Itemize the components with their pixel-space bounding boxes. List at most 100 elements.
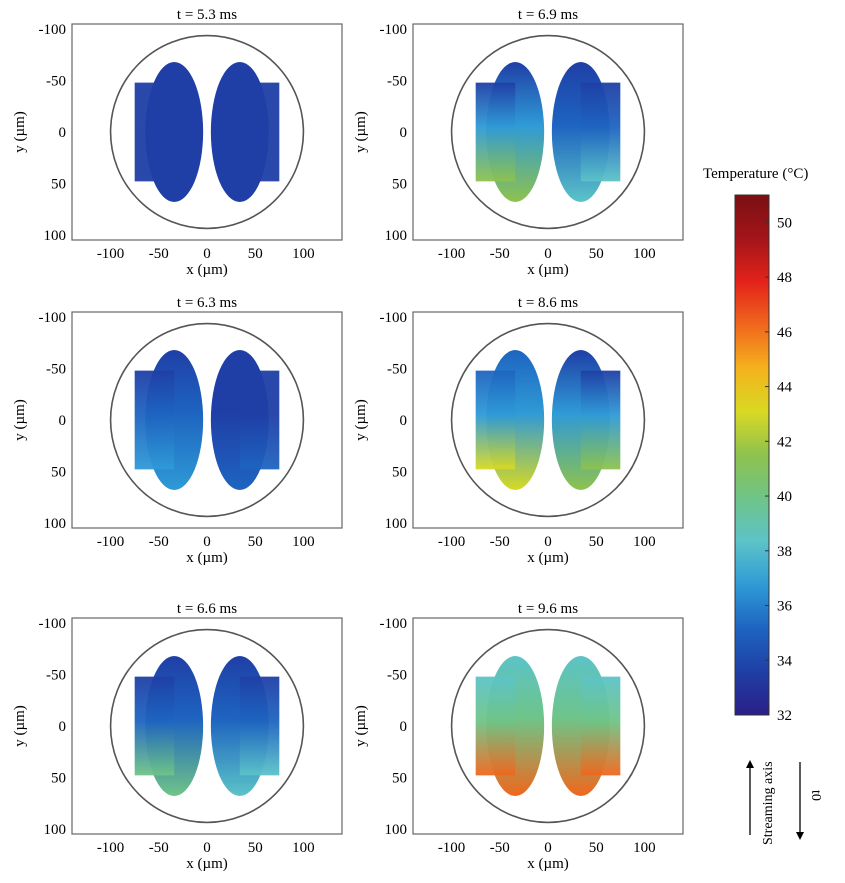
y-tick-label: 0 xyxy=(400,125,408,141)
x-tick-label: 100 xyxy=(292,534,315,550)
x-tick-label: -50 xyxy=(149,534,169,550)
panel-3: t = 6.6 ms -100 -50 0 50 100 -100 -50 0 50 100 x (µ… xyxy=(12,601,343,872)
panel-title: t = 9.6 ms xyxy=(518,601,578,617)
x-tick-label: -50 xyxy=(490,246,510,262)
streaming-axis-label: Streaming axis xyxy=(761,761,776,845)
panel-6: t = 9.6 ms -100 -50 0 50 100 -100 -50 0 50 100 x (µ… xyxy=(353,601,684,872)
x-tick-label: -100 xyxy=(97,246,125,262)
plot-frame xyxy=(412,617,684,835)
colorbar-title: Temperature (°C) xyxy=(703,166,808,182)
y-tick-label: 0 xyxy=(59,719,67,735)
x-tick-label: 0 xyxy=(544,246,552,262)
y-tick-label: -100 xyxy=(380,22,408,38)
y-tick-label: 0 xyxy=(400,719,408,735)
colorbar-gradient xyxy=(734,194,770,716)
x-tick-label: 50 xyxy=(248,246,263,262)
plot-frame xyxy=(412,23,684,241)
x-tick-label: 100 xyxy=(633,840,656,856)
tau-label: t0 xyxy=(808,790,823,801)
x-tick-label: 0 xyxy=(203,840,211,856)
left-arm xyxy=(475,370,516,470)
panel-title: t = 5.3 ms xyxy=(177,7,237,23)
y-tick-label: -100 xyxy=(39,310,67,326)
y-tick-label: -100 xyxy=(39,22,67,38)
x-tick-label: 0 xyxy=(544,534,552,550)
y-tick-label: -100 xyxy=(380,616,408,632)
x-tick-label: 100 xyxy=(633,246,656,262)
x-tick-label: 100 xyxy=(292,840,315,856)
chamber-circle xyxy=(109,628,305,824)
y-axis-label: y (µm) xyxy=(12,399,28,441)
x-tick-label: -100 xyxy=(97,534,125,550)
x-axis-label: x (µm) xyxy=(527,550,569,566)
colorbar-tick-label: 50 xyxy=(777,215,792,231)
panel-4: t = 6.9 ms -100 -50 0 50 100 -100 -50 0 50 100 x (µ… xyxy=(353,7,684,278)
y-tick-label: -50 xyxy=(387,74,407,90)
y-axis-label: y (µm) xyxy=(353,399,369,441)
y-tick-label: -50 xyxy=(46,74,66,90)
plot-frame xyxy=(71,311,343,529)
x-axis-label: x (µm) xyxy=(527,262,569,278)
x-tick-label: 50 xyxy=(589,534,604,550)
y-axis-label: y (µm) xyxy=(12,111,28,153)
y-tick-label: -100 xyxy=(380,310,408,326)
x-tick-label: 0 xyxy=(203,246,211,262)
x-tick-label: 100 xyxy=(292,246,315,262)
plot-frame xyxy=(412,311,684,529)
left-arm xyxy=(475,82,516,182)
y-axis-label: y (µm) xyxy=(353,111,369,153)
x-tick-label: 50 xyxy=(589,840,604,856)
y-tick-label: -50 xyxy=(387,668,407,684)
y-tick-label: 50 xyxy=(51,464,66,480)
right-arm xyxy=(580,676,621,776)
y-tick-label: 100 xyxy=(44,228,67,244)
colorbar-tick-label: 36 xyxy=(777,599,793,615)
x-tick-label: -100 xyxy=(438,534,466,550)
tau-arrow-head xyxy=(796,832,804,840)
left-arm xyxy=(134,370,175,470)
y-tick-label: -50 xyxy=(46,668,66,684)
y-tick-label: 50 xyxy=(392,770,407,786)
x-tick-label: 50 xyxy=(248,534,263,550)
x-axis-label: x (µm) xyxy=(527,856,569,872)
x-axis-label: x (µm) xyxy=(186,550,228,566)
panels-group: t = 5.3 ms -100 -50 0 50 100 -100 -50 0 50 100 x (µ… xyxy=(12,7,684,872)
y-axis-label: y (µm) xyxy=(12,705,28,747)
chamber-circle xyxy=(450,628,646,824)
right-arm xyxy=(580,82,621,182)
panel-title: t = 6.3 ms xyxy=(177,295,237,311)
y-tick-label: 0 xyxy=(59,413,67,429)
y-tick-label: 100 xyxy=(44,516,67,532)
chamber-circle xyxy=(450,322,646,518)
panel-2: t = 6.3 ms -100 -50 0 50 100 -100 -50 0 50 100 x (µ… xyxy=(12,295,343,566)
chamber-circle xyxy=(109,322,305,518)
x-tick-label: 50 xyxy=(248,840,263,856)
x-tick-label: 100 xyxy=(633,534,656,550)
x-tick-label: -50 xyxy=(490,840,510,856)
x-tick-label: -100 xyxy=(438,246,466,262)
panel-5: t = 8.6 ms -100 -50 0 50 100 -100 -50 0 50 100 x (µ… xyxy=(353,295,684,566)
left-arm xyxy=(134,676,175,776)
left-arm xyxy=(475,676,516,776)
right-arm xyxy=(580,370,621,470)
y-tick-label: 50 xyxy=(392,176,407,192)
right-arm xyxy=(239,676,280,776)
right-arm xyxy=(239,82,280,182)
x-tick-label: 0 xyxy=(544,840,552,856)
y-tick-label: 100 xyxy=(44,822,67,838)
colorbar-tick-label: 34 xyxy=(777,653,793,669)
y-tick-label: 50 xyxy=(51,176,66,192)
colorbar-tick-label: 40 xyxy=(777,489,792,505)
panel-1: t = 5.3 ms -100 -50 0 50 100 -100 -50 0 50 100 x (µ… xyxy=(12,7,343,278)
x-tick-label: -100 xyxy=(97,840,125,856)
colorbar-tick-label: 44 xyxy=(777,380,793,396)
chamber-circle xyxy=(109,34,305,230)
x-tick-label: 50 xyxy=(589,246,604,262)
x-tick-label: -100 xyxy=(438,840,466,856)
y-tick-label: 50 xyxy=(51,770,66,786)
y-tick-label: 0 xyxy=(400,413,408,429)
y-tick-label: 50 xyxy=(392,464,407,480)
x-tick-label: 0 xyxy=(203,534,211,550)
streaming-arrow-head xyxy=(746,760,754,768)
